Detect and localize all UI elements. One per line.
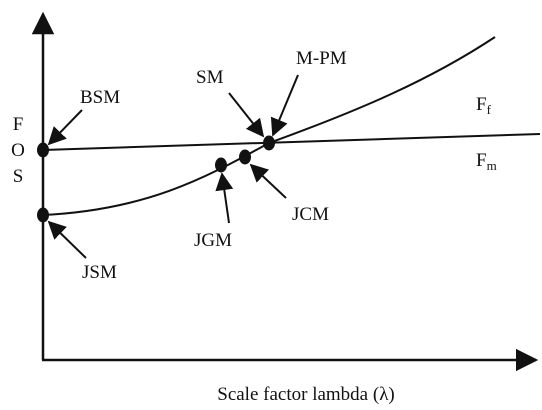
x-axis-label: Scale factor lambda (λ) bbox=[217, 384, 395, 405]
label-bsm: BSM bbox=[80, 87, 120, 108]
arrow-jsm bbox=[47, 220, 87, 259]
curve-ff bbox=[42, 36, 496, 216]
y-axis-label-o: O bbox=[11, 140, 25, 161]
arrow-bsm bbox=[47, 109, 83, 146]
point-jgm bbox=[215, 157, 227, 173]
arrow-sm bbox=[228, 92, 265, 138]
curve-fm bbox=[42, 133, 541, 151]
point-bsm bbox=[37, 142, 49, 158]
y-axis-label-f: F bbox=[13, 114, 24, 135]
label-jgm: JGM bbox=[194, 230, 232, 251]
arrow-m-pm bbox=[270, 74, 299, 137]
arrow-jgm bbox=[215, 172, 234, 224]
point-jcm bbox=[239, 149, 251, 165]
point-jsm bbox=[37, 207, 49, 223]
point-m-pm bbox=[263, 135, 275, 151]
curve-fm-label: Fm bbox=[476, 150, 497, 173]
label-jcm: JCM bbox=[292, 204, 329, 225]
arrow-jcm bbox=[249, 163, 287, 199]
label-jsm: JSM bbox=[82, 262, 117, 283]
label-sm: SM bbox=[196, 67, 224, 88]
curve-ff-label: Ff bbox=[476, 94, 492, 117]
label-m-pm: M-PM bbox=[296, 48, 347, 69]
y-axis-label-s: S bbox=[13, 166, 24, 187]
